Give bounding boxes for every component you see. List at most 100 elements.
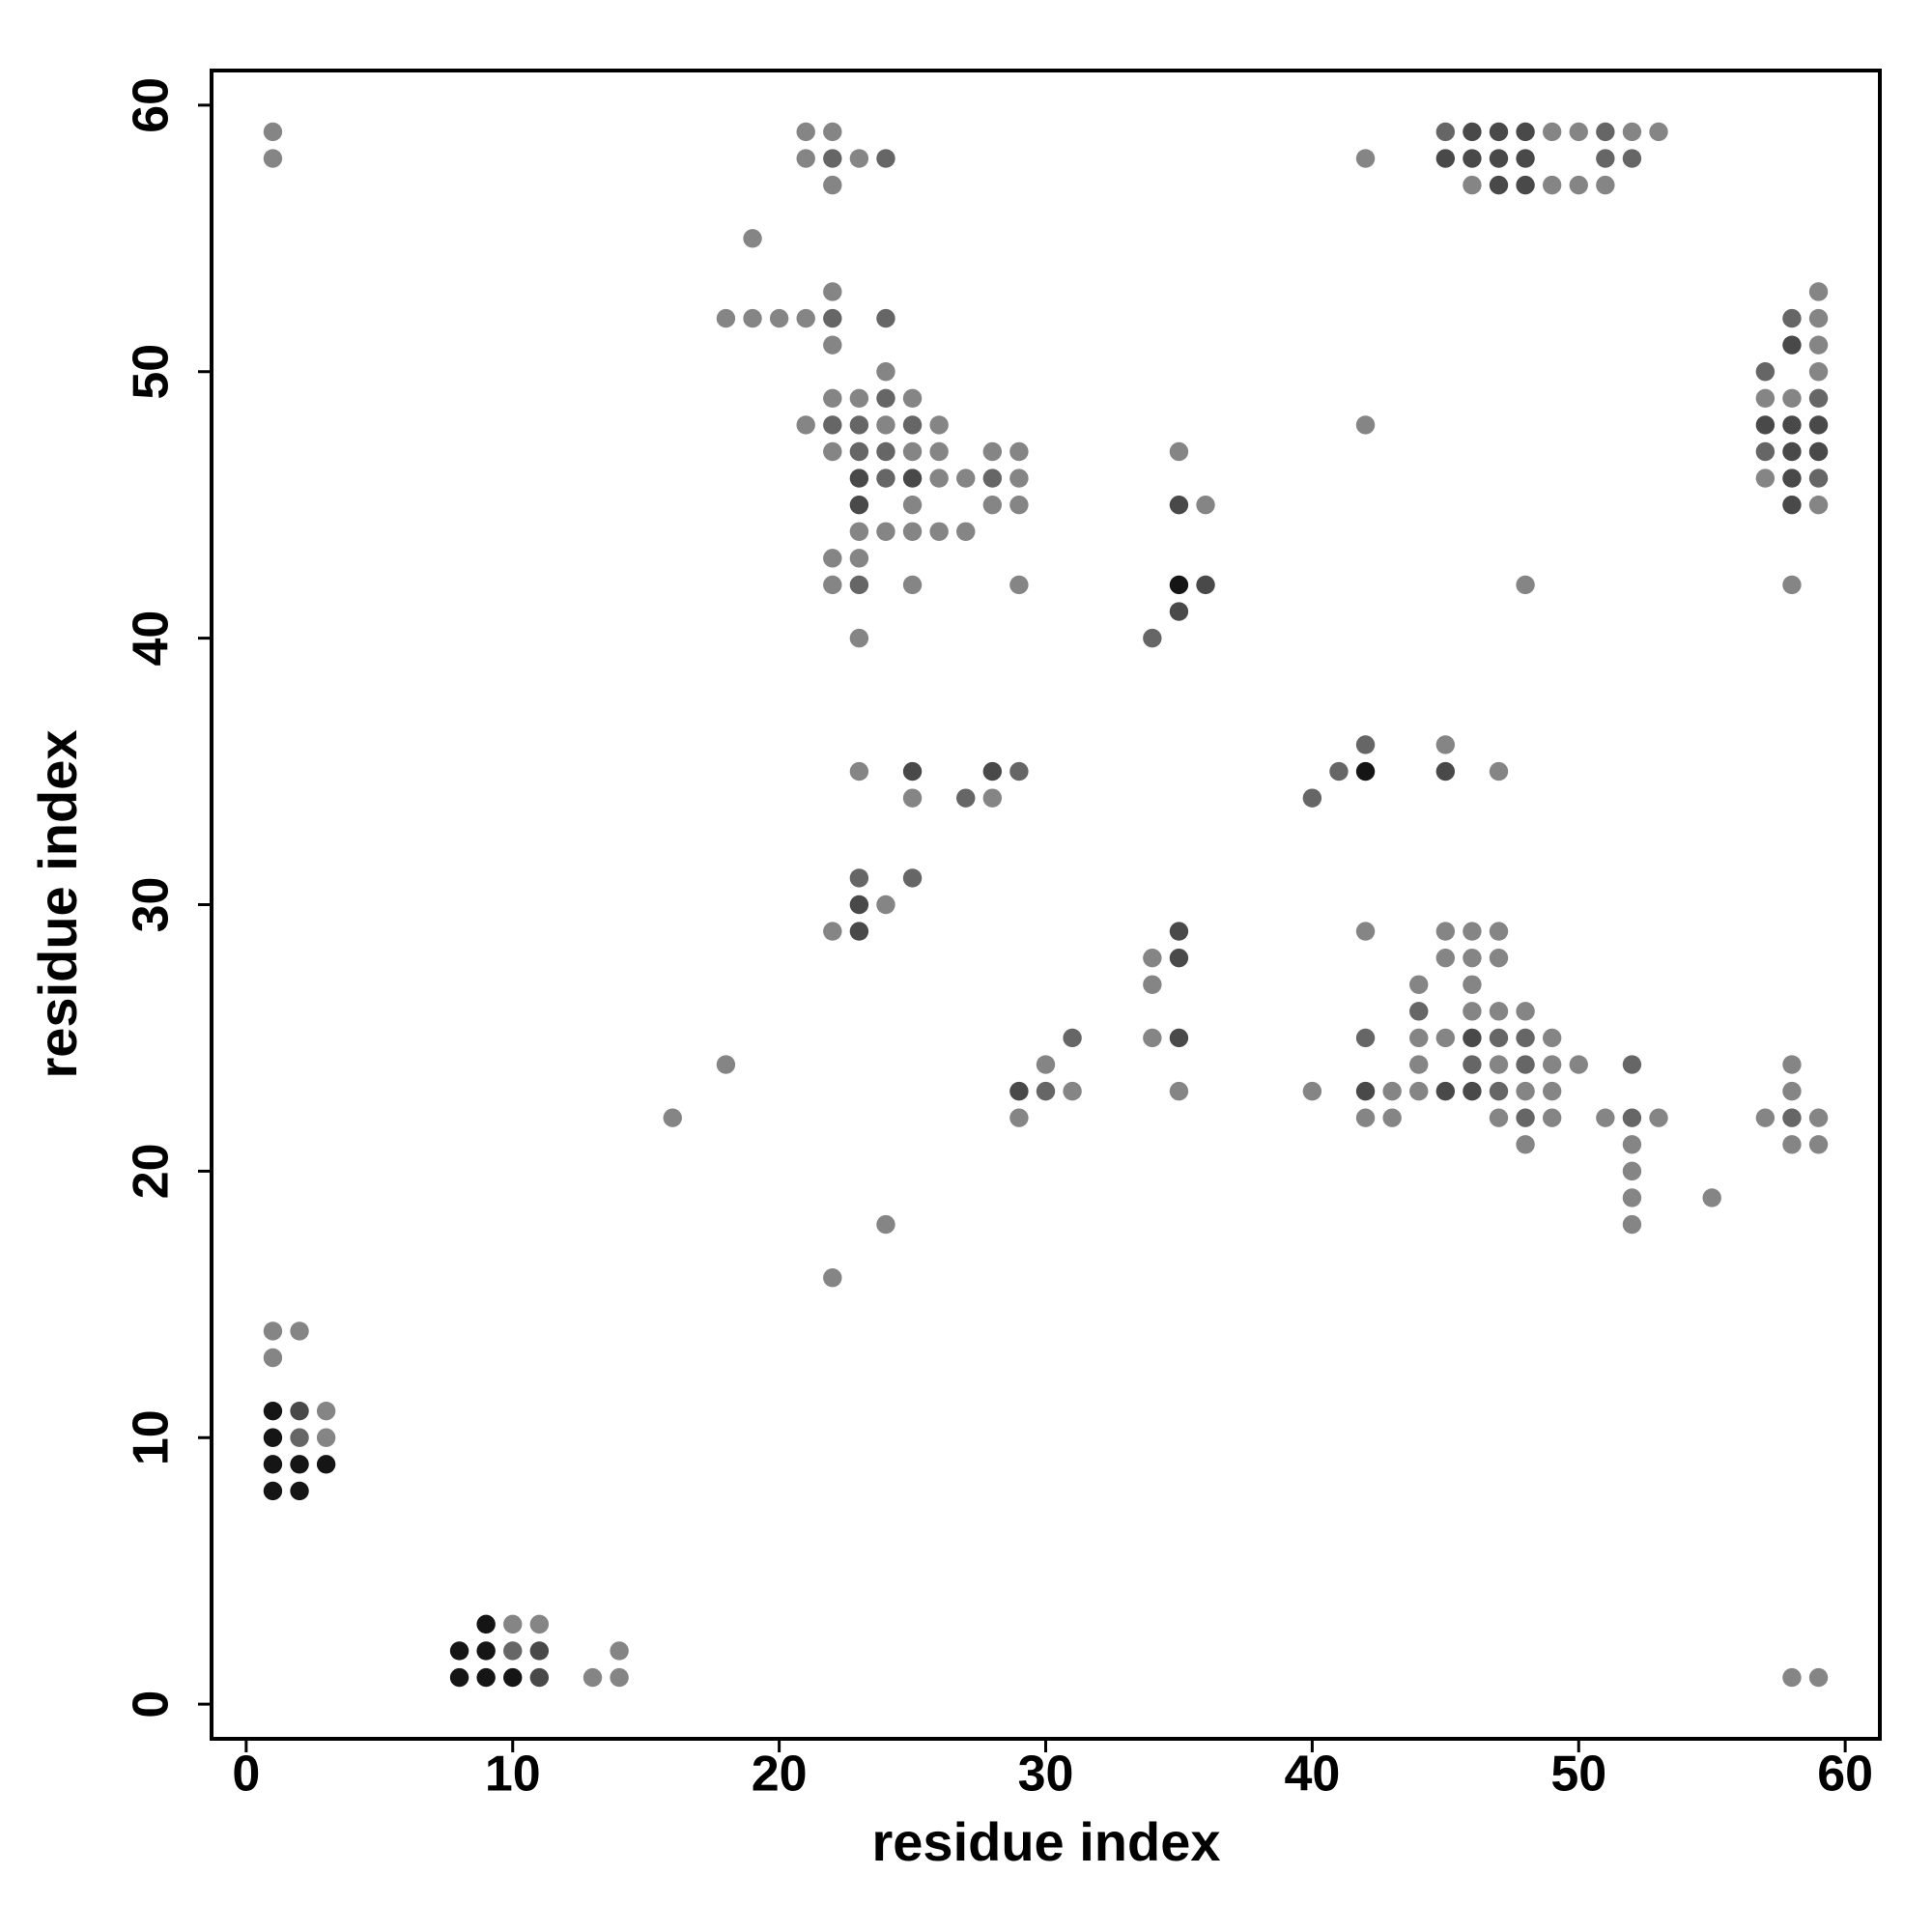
point <box>1516 1135 1535 1154</box>
point <box>929 522 949 541</box>
point <box>1435 1028 1456 1048</box>
x-tick-label: 10 <box>485 1747 541 1803</box>
point <box>876 1214 895 1235</box>
point <box>476 1667 496 1688</box>
point <box>316 1455 336 1474</box>
point <box>263 149 283 168</box>
point <box>1355 415 1376 435</box>
point <box>1009 1081 1029 1101</box>
point <box>1355 1028 1376 1048</box>
point <box>1036 1081 1056 1101</box>
point <box>1782 388 1802 409</box>
point <box>876 415 895 435</box>
point <box>876 308 895 328</box>
point <box>876 149 895 168</box>
point <box>290 1321 309 1341</box>
point <box>1489 149 1509 168</box>
point <box>1569 122 1588 142</box>
point <box>290 1455 309 1474</box>
point <box>449 1641 469 1661</box>
x-tick-label: 0 <box>232 1747 260 1803</box>
point <box>1542 1108 1562 1127</box>
point <box>1782 1055 1802 1074</box>
point <box>1463 1081 1482 1101</box>
point <box>902 469 923 488</box>
point <box>1622 1214 1642 1235</box>
point <box>1355 149 1376 168</box>
y-tick-label: 10 <box>124 1409 180 1465</box>
point <box>1435 1081 1456 1101</box>
point <box>1782 1135 1802 1154</box>
point <box>1808 1667 1829 1688</box>
point <box>1649 1108 1668 1127</box>
point <box>1435 948 1456 968</box>
point <box>1435 122 1456 142</box>
point <box>1463 948 1482 968</box>
point <box>476 1614 496 1634</box>
point <box>982 469 1003 488</box>
point <box>1596 122 1615 142</box>
point <box>929 469 949 488</box>
point <box>1463 922 1482 941</box>
point <box>1489 1002 1509 1021</box>
point <box>1808 335 1829 355</box>
point <box>823 415 842 435</box>
point <box>290 1428 309 1447</box>
point <box>823 175 842 195</box>
point <box>849 522 869 541</box>
point <box>876 388 895 409</box>
y-axis-title: residue index <box>27 729 88 1078</box>
point <box>1649 122 1668 142</box>
point <box>1596 149 1615 168</box>
point <box>1782 1108 1802 1127</box>
point <box>1782 415 1802 435</box>
point <box>956 469 976 488</box>
point <box>849 495 869 515</box>
point <box>1463 149 1482 168</box>
point <box>1382 1081 1402 1101</box>
point <box>982 788 1003 808</box>
point <box>1355 761 1376 781</box>
point <box>849 922 869 941</box>
point <box>1516 1028 1535 1048</box>
point <box>1569 1055 1588 1074</box>
point <box>902 522 923 541</box>
point <box>823 549 842 568</box>
point <box>1808 388 1829 409</box>
point <box>1782 441 1802 462</box>
point <box>1143 948 1162 968</box>
point <box>716 308 736 328</box>
point <box>1622 122 1642 142</box>
point <box>1489 922 1509 941</box>
point <box>1169 1081 1189 1101</box>
point <box>1355 1108 1376 1127</box>
point <box>1808 362 1829 382</box>
point <box>796 308 815 328</box>
point <box>1808 415 1829 435</box>
point <box>1542 1028 1562 1048</box>
point <box>876 522 895 541</box>
point <box>316 1428 336 1447</box>
x-tick-label: 50 <box>1550 1747 1606 1803</box>
y-tick-label: 40 <box>124 611 180 667</box>
point <box>1808 308 1829 328</box>
point <box>529 1667 550 1688</box>
point <box>956 522 976 541</box>
point <box>902 388 923 409</box>
point <box>823 441 842 462</box>
y-tick-label: 50 <box>124 344 180 400</box>
point <box>823 122 842 142</box>
point <box>902 415 923 435</box>
point <box>796 122 815 142</box>
point <box>1143 628 1162 648</box>
point <box>1143 1028 1162 1048</box>
point <box>1489 122 1509 142</box>
point <box>1596 1108 1615 1127</box>
point <box>1808 1108 1829 1127</box>
point <box>1382 1108 1402 1127</box>
point <box>982 761 1003 781</box>
point <box>1516 175 1535 195</box>
point <box>743 229 762 248</box>
point <box>610 1667 629 1688</box>
point <box>1622 1161 1642 1181</box>
